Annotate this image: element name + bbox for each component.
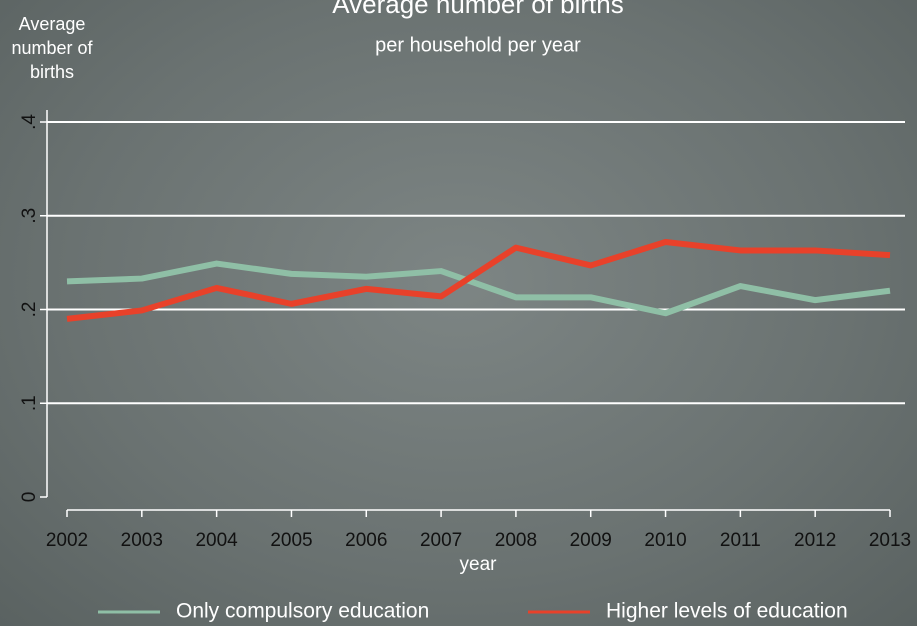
- x-tick-label: 2008: [495, 530, 537, 551]
- y-tick-label: .1: [19, 395, 40, 411]
- y-tick-label: 0: [19, 492, 40, 503]
- x-tick-label: 2005: [270, 530, 312, 551]
- x-tick-label: 2010: [644, 530, 686, 551]
- x-tick-label: 2007: [420, 530, 462, 551]
- series-line: [66, 239, 891, 322]
- y-axis-title: Average number of births: [11, 14, 93, 82]
- x-tick-label: 2013: [869, 530, 911, 551]
- series-line: [66, 260, 891, 317]
- x-tick-label: 2011: [720, 530, 761, 551]
- legend-label: Only compulsory education: [176, 600, 429, 623]
- legend-label: Higher levels of education: [606, 600, 848, 623]
- x-tick-label: 2004: [195, 530, 238, 551]
- x-tick-label: 2006: [345, 530, 387, 551]
- x-tick-label: 2002: [46, 530, 88, 551]
- chart-subtitle: per household per year: [375, 34, 581, 56]
- y-tick-label: .4: [19, 114, 40, 130]
- y-tick-label: .3: [19, 208, 40, 224]
- x-tick-label: 2012: [794, 530, 836, 551]
- x-tick-label: 2003: [121, 530, 163, 551]
- x-axis-title: year: [460, 554, 498, 575]
- x-tick-label: 2009: [570, 530, 612, 551]
- chart-title: Average number of births: [332, 0, 623, 19]
- y-tick-label: .2: [19, 302, 40, 318]
